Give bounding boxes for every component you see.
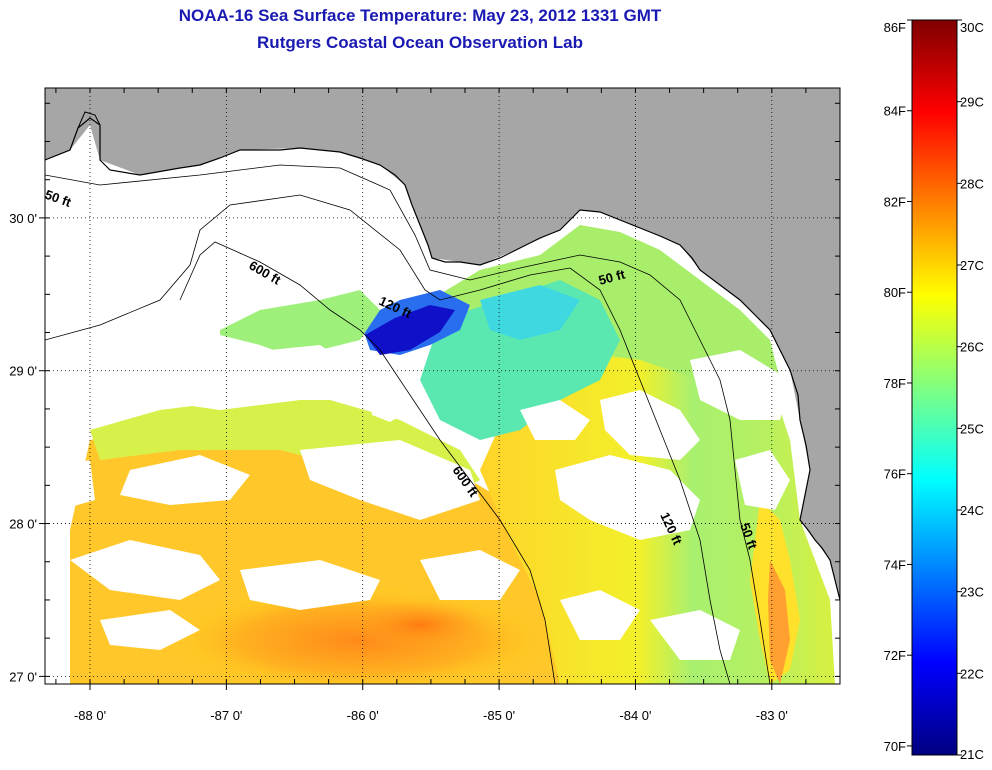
x-tick-label: -86 0' xyxy=(347,708,379,723)
y-tick-label: 30 0' xyxy=(9,211,37,226)
fahrenheit-label: 76F xyxy=(884,467,906,482)
x-tick-label: -88 0' xyxy=(74,708,106,723)
y-tick-label: 28 0' xyxy=(9,517,37,532)
celsius-label: 29C xyxy=(960,95,984,110)
fahrenheit-label: 74F xyxy=(884,557,906,572)
color-scale-gradient xyxy=(911,19,958,756)
chart-title: NOAA-16 Sea Surface Temperature: May 23,… xyxy=(178,6,662,25)
y-axis: 30 0' 29 0' 28 0' 27 0' xyxy=(9,102,840,684)
contour-120ft xyxy=(45,194,731,684)
celsius-label: 23C xyxy=(960,585,984,600)
fahrenheit-label: 82F xyxy=(884,194,906,209)
cloud-patches xyxy=(45,320,790,660)
sst-cool-shelf xyxy=(420,280,620,440)
x-tick-label: -85 0' xyxy=(483,708,515,723)
contour-600ft xyxy=(179,241,556,684)
celsius-scale: 30C 29C 28C 27C 26C 25C 24C 23C 22C 21C xyxy=(957,19,984,762)
depth-label-50ft-east: 50 ft xyxy=(597,266,627,288)
x-tick-label: -84 0' xyxy=(619,708,651,723)
celsius-label: 25C xyxy=(960,421,984,436)
graticule xyxy=(45,88,840,684)
sst-coastal-orange-east xyxy=(768,560,790,684)
fahrenheit-scale: 86F 84F 82F 80F 78F 76F 74F 72F 70F xyxy=(884,19,912,754)
celsius-label: 24C xyxy=(960,503,984,518)
mobile-bay xyxy=(77,111,101,129)
celsius-label: 27C xyxy=(960,258,984,273)
fahrenheit-label: 70F xyxy=(884,739,906,754)
celsius-label: 30C xyxy=(960,20,984,35)
celsius-label: 21C xyxy=(960,747,984,762)
sst-coastal-darkblue xyxy=(365,305,455,355)
y-tick-label: 29 0' xyxy=(9,364,37,379)
fahrenheit-label: 72F xyxy=(884,648,906,663)
celsius-label: 22C xyxy=(960,666,984,681)
fahrenheit-label: 78F xyxy=(884,376,906,391)
fahrenheit-label: 80F xyxy=(884,285,906,300)
x-axis: -88 0' -87 0' -86 0' -85 0' -84 0' -83 0' xyxy=(55,88,841,723)
celsius-label: 26C xyxy=(960,340,984,355)
fahrenheit-label: 84F xyxy=(884,104,906,119)
contour-50ft-west xyxy=(45,164,771,684)
sst-coastal-green-west xyxy=(220,290,380,360)
sst-cool-shelf-2 xyxy=(480,285,580,340)
x-tick-label: -83 0' xyxy=(756,708,788,723)
celsius-label: 28C xyxy=(960,176,984,191)
chart-subtitle: Rutgers Coastal Ocean Observation Lab xyxy=(257,33,583,52)
fahrenheit-label: 86F xyxy=(884,20,906,35)
x-tick-label: -87 0' xyxy=(210,708,242,723)
plot-frame xyxy=(44,87,841,685)
coastline xyxy=(45,117,840,601)
y-tick-label: 27 0' xyxy=(9,669,37,684)
sst-warm-core-2 xyxy=(350,600,490,650)
